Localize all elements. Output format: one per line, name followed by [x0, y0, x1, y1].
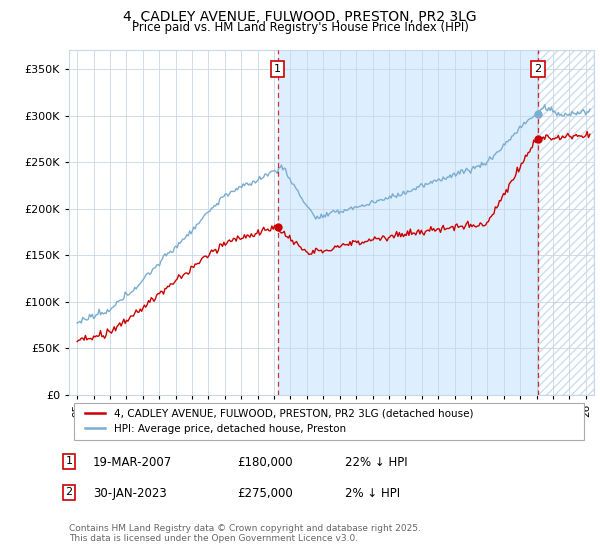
Text: 2: 2 — [65, 487, 73, 497]
Text: 2% ↓ HPI: 2% ↓ HPI — [345, 487, 400, 500]
Bar — [538, 50, 594, 395]
Text: 22% ↓ HPI: 22% ↓ HPI — [345, 456, 407, 469]
Text: 1: 1 — [65, 456, 73, 466]
Bar — [278, 50, 538, 395]
Text: Price paid vs. HM Land Registry's House Price Index (HPI): Price paid vs. HM Land Registry's House … — [131, 21, 469, 34]
Text: £180,000: £180,000 — [237, 456, 293, 469]
Text: 2: 2 — [535, 64, 541, 74]
FancyBboxPatch shape — [74, 403, 583, 440]
Text: £275,000: £275,000 — [237, 487, 293, 500]
Text: 4, CADLEY AVENUE, FULWOOD, PRESTON, PR2 3LG: 4, CADLEY AVENUE, FULWOOD, PRESTON, PR2 … — [123, 10, 477, 24]
Text: 30-JAN-2023: 30-JAN-2023 — [93, 487, 167, 500]
Legend: 4, CADLEY AVENUE, FULWOOD, PRESTON, PR2 3LG (detached house), HPI: Average price: 4, CADLEY AVENUE, FULWOOD, PRESTON, PR2 … — [79, 404, 479, 439]
Text: Contains HM Land Registry data © Crown copyright and database right 2025.
This d: Contains HM Land Registry data © Crown c… — [69, 524, 421, 543]
Text: 1: 1 — [274, 64, 281, 74]
Text: 19-MAR-2007: 19-MAR-2007 — [93, 456, 172, 469]
